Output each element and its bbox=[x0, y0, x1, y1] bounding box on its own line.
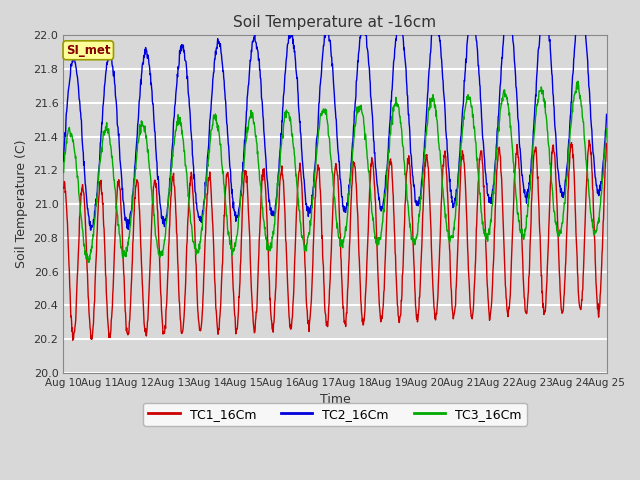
Y-axis label: Soil Temperature (C): Soil Temperature (C) bbox=[15, 140, 28, 268]
X-axis label: Time: Time bbox=[319, 394, 350, 407]
Title: Soil Temperature at -16cm: Soil Temperature at -16cm bbox=[234, 15, 436, 30]
Legend: TC1_16Cm, TC2_16Cm, TC3_16Cm: TC1_16Cm, TC2_16Cm, TC3_16Cm bbox=[143, 403, 527, 426]
Text: SI_met: SI_met bbox=[66, 44, 111, 57]
